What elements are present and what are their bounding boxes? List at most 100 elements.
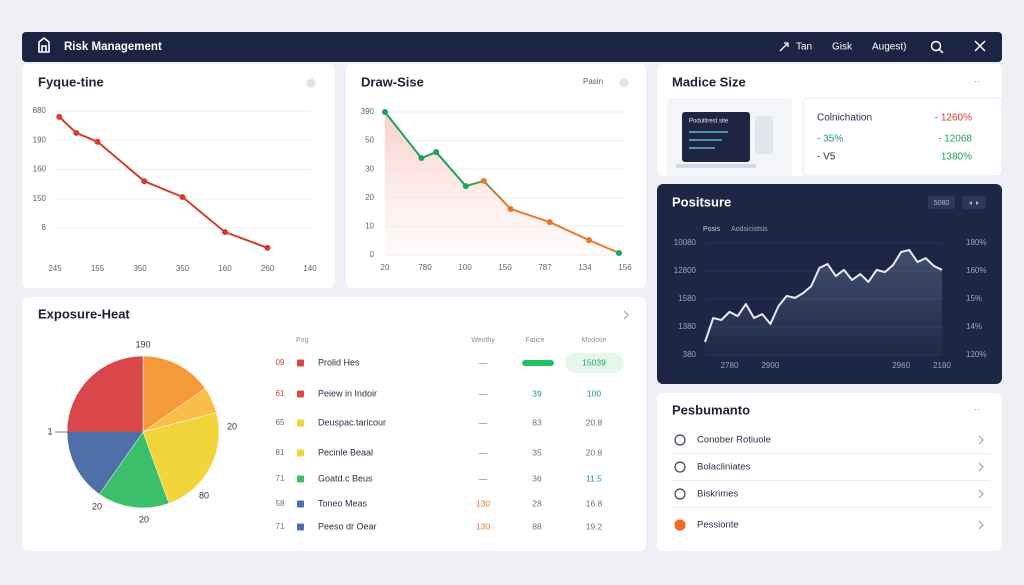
list-radio[interactable] <box>674 461 686 473</box>
button-label[interactable]: 5080 <box>934 200 950 207</box>
area <box>385 112 619 256</box>
x-tick-label: 787 <box>538 263 552 272</box>
y-tick-label: 1580 <box>678 294 696 303</box>
pie-annotation: 20 <box>92 501 102 511</box>
cell-weothy: — <box>479 417 488 427</box>
card <box>657 393 1002 551</box>
list-radio[interactable] <box>674 488 686 500</box>
cell-fatice: 28 <box>532 498 542 508</box>
list-radio[interactable] <box>674 519 686 531</box>
button[interactable] <box>928 196 955 209</box>
row-number: 09 <box>276 358 285 367</box>
cell-weothy: — <box>479 473 488 483</box>
list-radio[interactable] <box>674 434 686 446</box>
y-tick-label: 160 <box>33 165 47 174</box>
x-tick-label: 160 <box>218 264 232 273</box>
stat-value: 1380% <box>941 152 972 163</box>
row-swatch <box>297 500 304 508</box>
screen <box>682 112 750 162</box>
screen-base <box>676 164 756 168</box>
x-tick-label: 2180 <box>933 361 951 370</box>
status-dot <box>306 78 316 88</box>
logo <box>38 36 50 53</box>
cell-modotie: 15039 <box>582 357 606 367</box>
row-number: 81 <box>276 448 285 457</box>
topbar <box>22 32 1002 62</box>
x-tick-label: 350 <box>133 264 147 273</box>
cell-weothy: 130 <box>476 521 490 531</box>
point <box>616 249 622 256</box>
cell-fatice: 39 <box>532 388 542 398</box>
cell-modotie: 11.5 <box>586 473 602 483</box>
card-title: Draw-Sise <box>361 74 424 89</box>
stat-label: - V5 <box>817 152 836 163</box>
point <box>73 129 80 136</box>
cell-modotie: 20.8 <box>586 447 603 457</box>
point <box>418 155 425 162</box>
y2-tick-label: 120% <box>966 350 986 359</box>
panel-side <box>755 116 773 154</box>
close-button[interactable] <box>974 40 986 52</box>
button[interactable] <box>962 196 986 209</box>
pie-annotation: 20 <box>227 421 237 431</box>
row-number: 65 <box>276 418 285 427</box>
point <box>546 219 553 226</box>
cell-modotie: 20.8 <box>586 417 603 427</box>
y-tick-label: 20 <box>365 193 374 202</box>
x-tick-label: 134 <box>578 263 592 272</box>
row-name: Goatd.c Beus <box>318 473 373 483</box>
y-tick-label: 1380 <box>678 322 696 331</box>
stats-box <box>802 97 1003 177</box>
chevron[interactable] <box>978 435 984 445</box>
point <box>433 149 440 156</box>
x-tick-label: 350 <box>176 264 190 273</box>
pie-slice <box>98 431 170 509</box>
point <box>507 205 514 212</box>
chevron[interactable] <box>978 520 984 530</box>
stat-value: - 1260% <box>935 113 972 124</box>
card <box>22 64 335 288</box>
list-item[interactable]: Bolacliniates <box>697 462 751 473</box>
list-item[interactable]: Conober Rotiuole <box>697 435 771 446</box>
menu[interactable]: ·· <box>974 405 979 414</box>
chevron[interactable] <box>978 489 984 499</box>
point <box>56 113 63 120</box>
point <box>382 109 388 116</box>
chevron[interactable] <box>623 310 629 320</box>
x-tick-label: 2900 <box>761 361 779 370</box>
row-number: 61 <box>276 389 285 398</box>
pie-slice <box>66 431 144 495</box>
cell-weothy: 130 <box>476 498 490 508</box>
list-item[interactable]: Pessionte <box>697 520 739 531</box>
screen-text: Podultirest site <box>689 119 729 125</box>
card-title: Pesbumanto <box>672 402 750 417</box>
nav-item[interactable]: Augest) <box>872 42 906 53</box>
nav-item[interactable]: Gisk <box>832 42 853 53</box>
point <box>480 177 487 184</box>
button-icon <box>969 201 979 205</box>
line <box>704 249 943 343</box>
nav-item[interactable]: Tan <box>796 42 812 53</box>
card-subtitle: Pasin <box>583 77 603 86</box>
search-button[interactable] <box>930 40 944 54</box>
card-title: Madice Size <box>672 74 746 89</box>
x-tick-label: 260 <box>261 264 275 273</box>
row-swatch <box>297 390 304 398</box>
y-tick-label: 30 <box>365 164 374 173</box>
point <box>94 138 101 145</box>
pie-annotation: 80 <box>199 490 209 500</box>
y2-tick-label: 15% <box>966 294 982 303</box>
chevron[interactable] <box>978 462 984 472</box>
x-tick-label: 20 <box>381 263 390 272</box>
cell-modotie: 100 <box>587 388 601 398</box>
row-swatch <box>297 419 304 427</box>
progress-bar <box>522 360 554 366</box>
list-item[interactable]: Biskrimes <box>697 489 738 500</box>
x-tick-label: 150 <box>498 263 512 272</box>
point <box>264 244 271 251</box>
x-tick-label: 140 <box>303 264 317 273</box>
point <box>179 193 186 200</box>
table-header: Pog <box>296 337 309 344</box>
menu[interactable]: ·· <box>974 77 979 86</box>
